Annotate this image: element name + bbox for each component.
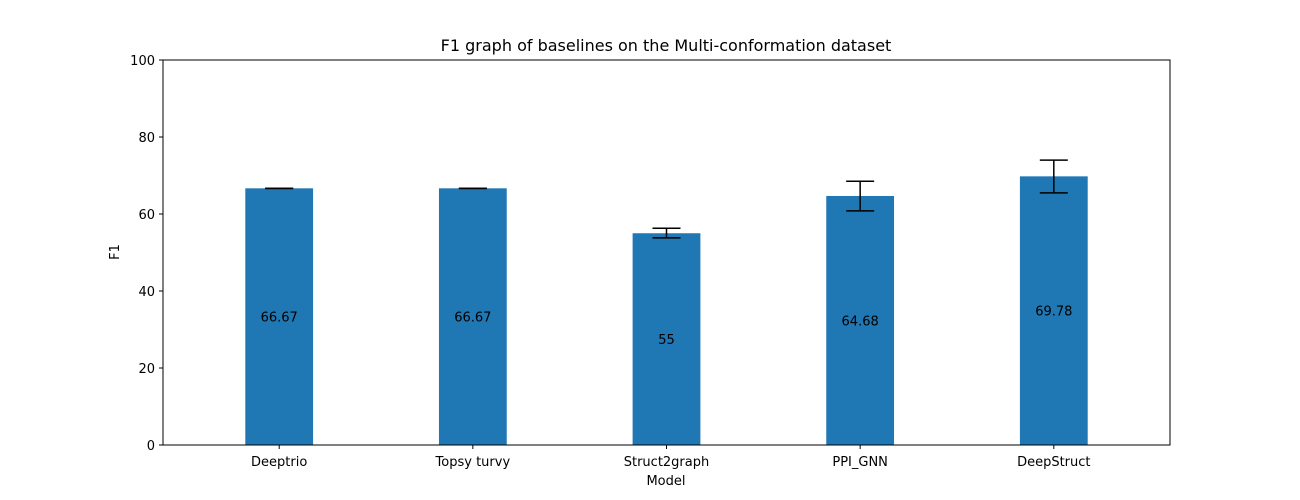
bar [1019,176,1088,445]
bars-group [245,176,1088,445]
x-axis: Deeptrio Topsy turvy Struct2graph PPI_GNN De… [251,445,1091,470]
data-label: 66.67 [454,311,491,326]
y-tick-label: 20 [138,362,155,377]
bar [632,233,701,445]
errorbars-group [265,159,1068,239]
data-label: 64.68 [842,314,879,329]
x-tick-label: PPI_GNN [832,455,888,470]
chart-title: F1 graph of baselines on the Multi-confo… [441,36,892,55]
y-tick-label: 0 [147,439,155,454]
bar [826,195,895,445]
y-tick-label: 100 [130,54,155,69]
data-labels-group: 66.67 66.67 55 64.68 69.78 [261,305,1073,348]
bar [438,188,507,445]
data-label: 69.78 [1035,305,1072,320]
plot-frame [162,59,1171,446]
x-tick-label: Deeptrio [251,455,307,470]
y-tick-label: 80 [138,131,155,146]
data-label: 55 [658,333,675,348]
data-label: 66.67 [261,311,298,326]
x-tick-label: DeepStruct [1017,455,1090,470]
y-tick-label: 60 [138,208,155,223]
y-axis-label: F1 [108,244,123,260]
x-tick-label: Topsy turvy [435,455,511,470]
x-axis-label: Model [646,474,685,489]
y-tick-label: 40 [138,285,155,300]
x-tick-label: Struct2graph [624,455,710,470]
bar [245,188,314,445]
y-axis: 0 20 40 60 80 100 [130,54,163,454]
